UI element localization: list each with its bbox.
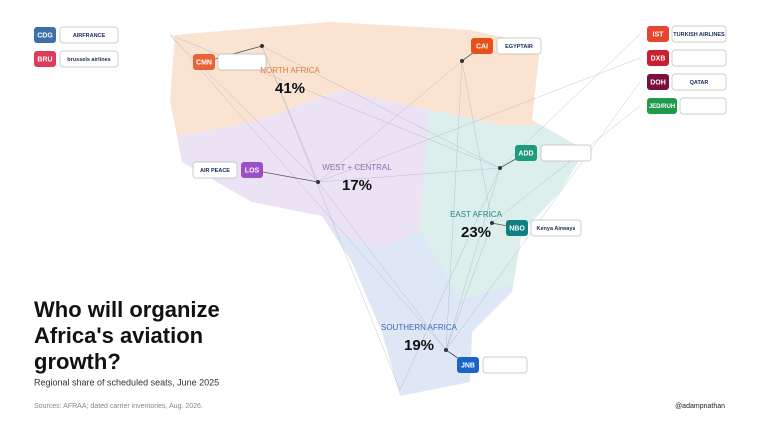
- handle: @adampnathan: [675, 403, 725, 410]
- hub-code: JNB: [461, 362, 475, 369]
- hub-code: CMN: [196, 59, 212, 66]
- airline-logo-box: [217, 53, 267, 71]
- region-name: WEST + CENTRAL: [322, 163, 392, 172]
- airline-logo-box: [671, 73, 727, 91]
- hub-badge: [515, 145, 537, 161]
- region-share: 19%: [404, 337, 434, 354]
- airline-logo-box: [192, 161, 238, 179]
- region-name: SOUTHERN AFRICA: [381, 323, 458, 332]
- africa-map: [170, 22, 585, 396]
- airline-logo-box: [496, 37, 542, 55]
- title-line: growth?: [34, 349, 121, 374]
- airline-name: Kenya Airways: [537, 226, 576, 232]
- hub-dot: [316, 180, 320, 184]
- region-share: 41%: [275, 80, 305, 97]
- hub-dot: [444, 348, 448, 352]
- region-name: EAST AFRICA: [450, 210, 503, 219]
- hub-code: DXB: [651, 55, 666, 62]
- airline-logo-box: [482, 356, 528, 374]
- hub-code: BRU: [37, 56, 52, 63]
- region-share: 23%: [461, 224, 491, 241]
- hub-badge: [193, 54, 215, 70]
- hub-badge: [241, 162, 263, 178]
- hub-dot: [460, 59, 464, 63]
- hub-dot: [490, 221, 494, 225]
- hub-badge: [34, 51, 56, 67]
- hub-badge: [457, 357, 479, 373]
- hub-code: JED/RUH: [649, 104, 675, 110]
- hub-dot: [260, 44, 264, 48]
- hub-code: DOH: [650, 79, 666, 86]
- hub-code: LOS: [245, 167, 260, 174]
- hub-badge: [471, 38, 493, 54]
- hub-code: ADD: [518, 150, 533, 157]
- region-name: NORTH AFRICA: [260, 66, 320, 75]
- hub-code: IST: [653, 31, 665, 38]
- airline-logo-box: [679, 97, 727, 115]
- airline-logo-box: [59, 50, 119, 68]
- airline-logo-box: [540, 144, 592, 162]
- airline-name: EGYPTAIR: [505, 44, 533, 50]
- airline-logo-box: [530, 219, 582, 237]
- hub-badge: [647, 50, 669, 66]
- airline-name: AIRFRANCE: [73, 33, 106, 39]
- title-line: Who will organize: [34, 297, 220, 322]
- hub-badge: [647, 74, 669, 90]
- airline-name: QATAR: [690, 80, 709, 86]
- hub-badge: [647, 26, 669, 42]
- hub-badge: [34, 27, 56, 43]
- route-lines: [169, 33, 641, 391]
- airline-logo-box: [59, 26, 119, 44]
- region-share: 17%: [342, 177, 372, 194]
- hub-code: NBO: [509, 225, 525, 232]
- hub-badge: [647, 98, 677, 114]
- airline-logo-box: [671, 25, 727, 43]
- airline-name: brussels airlines: [67, 57, 110, 63]
- hub-code: CAI: [476, 43, 488, 50]
- source: Sources: AFRAA; dated carrier inventorie…: [34, 403, 203, 410]
- hub-badge: [506, 220, 528, 236]
- airline-name: AIR PEACE: [200, 168, 230, 174]
- hub-dot: [498, 166, 502, 170]
- airline-logo-box: [671, 49, 727, 67]
- title-line: Africa's aviation: [34, 323, 203, 348]
- hub-code: CDG: [37, 32, 53, 39]
- airline-name: TURKISH AIRLINES: [673, 32, 725, 38]
- subtitle: Regional share of scheduled seats, June …: [34, 377, 219, 387]
